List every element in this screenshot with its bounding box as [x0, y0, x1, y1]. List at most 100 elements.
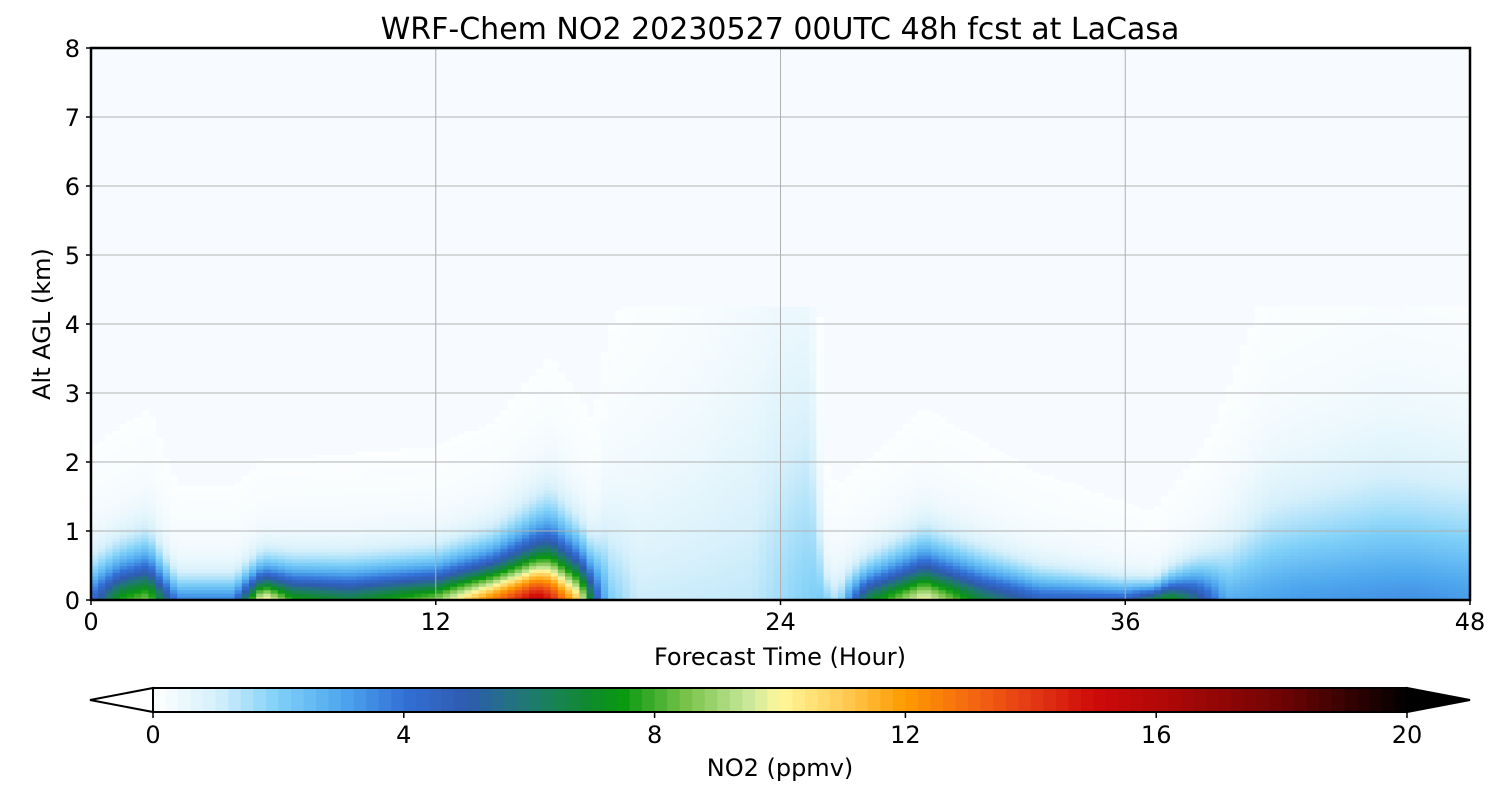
field-cell	[608, 465, 616, 470]
field-cell	[284, 558, 293, 563]
field-cell	[615, 365, 624, 370]
field-cell	[737, 310, 746, 315]
field-cell	[471, 479, 480, 484]
field-cell	[306, 548, 315, 553]
field-cell	[399, 544, 408, 549]
field-cell	[715, 558, 724, 563]
field-cell	[141, 596, 150, 600]
field-cell	[478, 575, 487, 580]
field-cell	[98, 548, 106, 553]
field-cell	[313, 537, 322, 542]
field-cell	[543, 586, 552, 591]
field-cell	[277, 524, 286, 529]
field-cell	[198, 544, 207, 549]
field-cell	[622, 337, 631, 342]
field-cell	[629, 527, 638, 532]
field-cell	[636, 489, 645, 494]
field-cell	[320, 489, 329, 494]
field-cell	[572, 420, 580, 425]
field-cell	[672, 406, 681, 411]
field-cell	[292, 499, 300, 504]
field-cell	[414, 510, 422, 515]
field-cell	[270, 458, 279, 463]
field-cell	[112, 455, 121, 460]
field-cell	[514, 427, 523, 432]
field-cell	[220, 568, 229, 573]
field-cell	[536, 424, 545, 429]
field-cell	[105, 541, 114, 546]
field-cell	[600, 382, 609, 387]
field-cell	[148, 420, 157, 425]
field-cell	[529, 558, 537, 563]
field-cell	[521, 396, 530, 401]
field-cell	[256, 499, 264, 504]
field-cell	[141, 593, 150, 598]
field-cell	[500, 479, 509, 484]
field-cell	[299, 520, 308, 525]
field-cell	[170, 575, 178, 580]
field-cell	[737, 448, 746, 453]
field-cell	[371, 558, 379, 563]
field-cell	[421, 544, 430, 549]
field-cell	[651, 427, 659, 432]
field-cell	[565, 399, 573, 404]
field-cell	[392, 537, 401, 542]
field-cell	[421, 596, 430, 600]
field-cell	[536, 548, 545, 553]
field-cell	[550, 524, 559, 529]
field-cell	[328, 551, 336, 556]
field-cell	[471, 517, 480, 522]
field-cell	[500, 593, 509, 598]
field-cell	[651, 589, 659, 594]
field-cell	[651, 420, 659, 425]
field-cell	[313, 572, 322, 577]
field-cell	[392, 575, 401, 580]
field-cell	[126, 458, 135, 463]
field-cell	[478, 427, 487, 432]
field-cell	[500, 589, 509, 594]
field-cell	[565, 520, 573, 525]
field-cell	[464, 568, 473, 573]
field-cell	[399, 499, 408, 504]
field-cell	[665, 534, 674, 539]
field-cell	[708, 410, 717, 415]
field-cell	[284, 458, 293, 463]
field-cell	[428, 551, 437, 556]
field-cell	[227, 544, 236, 549]
field-cell	[112, 472, 121, 477]
field-cell	[105, 562, 114, 567]
field-cell	[220, 575, 229, 580]
field-cell	[507, 579, 516, 584]
field-cell	[507, 499, 516, 504]
field-cell	[227, 551, 236, 556]
field-cell	[457, 499, 466, 504]
field-cell	[586, 596, 595, 600]
field-cell	[672, 393, 681, 398]
field-cell	[270, 513, 279, 518]
field-cell	[478, 565, 487, 570]
field-cell	[536, 468, 545, 473]
field-cell	[636, 320, 645, 325]
field-cell	[227, 565, 236, 570]
field-cell	[658, 586, 667, 591]
field-cell	[162, 534, 171, 539]
field-cell	[385, 489, 394, 494]
field-cell	[701, 586, 710, 591]
field-cell	[507, 531, 516, 536]
field-cell	[715, 448, 724, 453]
field-cell	[349, 475, 358, 480]
field-cell	[572, 424, 580, 429]
field-cell	[213, 513, 221, 518]
field-cell	[493, 465, 501, 470]
field-cell	[572, 413, 580, 418]
field-cell	[701, 479, 710, 484]
field-cell	[349, 462, 358, 467]
field-cell	[313, 548, 322, 553]
field-cell	[708, 551, 717, 556]
field-cell	[205, 541, 214, 546]
field-cell	[407, 565, 415, 570]
field-cell	[378, 596, 387, 600]
field-cell	[342, 548, 351, 553]
field-cell	[320, 596, 329, 600]
field-cell	[457, 551, 466, 556]
